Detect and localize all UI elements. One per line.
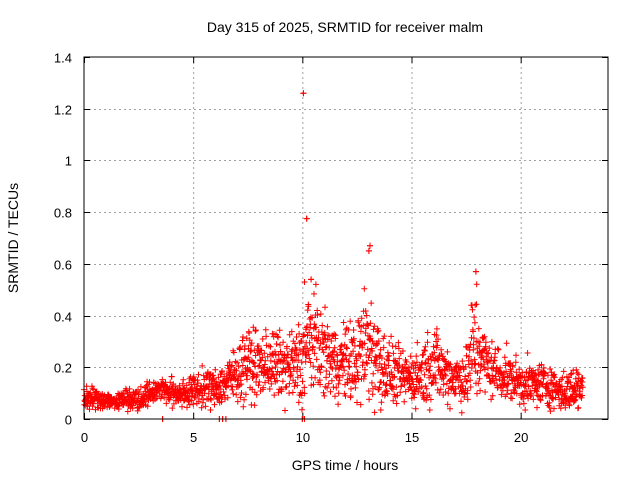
chart-title: Day 315 of 2025, SRMTID for receiver mal… (207, 19, 483, 35)
y-tick-label: 1.4 (54, 51, 72, 66)
y-tick-label: 0.2 (54, 361, 72, 376)
y-tick-label: 0.4 (54, 310, 72, 325)
notable-point (308, 276, 315, 283)
y-tick-label: 1 (65, 154, 72, 169)
x-axis-label: GPS time / hours (292, 457, 399, 473)
y-tick-label: 0 (65, 413, 72, 428)
x-tick-label: 0 (81, 430, 88, 445)
notable-point (472, 268, 479, 275)
y-axis-label: SRMTID / TECUs (5, 183, 21, 293)
x-tick-label: 20 (514, 430, 528, 445)
x-tick-label: 5 (190, 430, 197, 445)
grid (84, 57, 608, 419)
x-tick-label: 15 (405, 430, 419, 445)
data-points (81, 90, 586, 422)
notable-point (303, 215, 310, 222)
notable-point (367, 242, 374, 249)
notable-point (365, 247, 372, 254)
srmtid-series-points (81, 90, 586, 422)
y-tick-label: 1.2 (54, 103, 72, 118)
y-tick-label: 0.8 (54, 206, 72, 221)
y-tick-label: 0.6 (54, 258, 72, 273)
axis-ticks: 0 5 10 15 20 0 0.2 0.4 0.6 0.8 1 1.2 1.4 (54, 51, 608, 445)
plot-frame (83, 56, 609, 420)
notable-point (301, 278, 308, 285)
x-tick-label: 10 (296, 430, 310, 445)
notable-point (300, 90, 307, 97)
